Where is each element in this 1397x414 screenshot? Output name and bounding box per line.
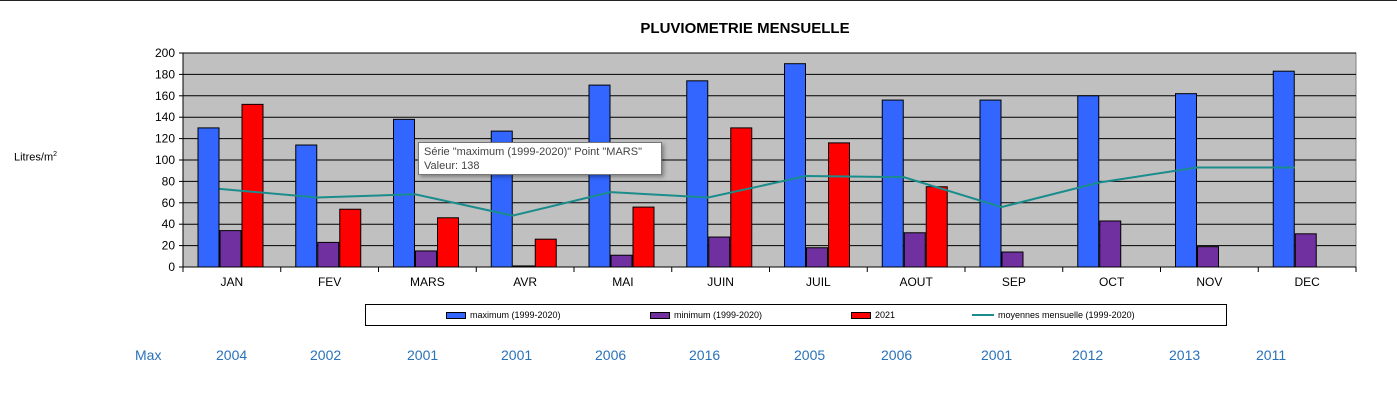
bar-maximum-mars (393, 118, 415, 268)
bar-maximum-jan (197, 127, 220, 268)
legend-swatch-2021 (851, 311, 871, 319)
x-tick-label: JUIL (806, 275, 831, 289)
max-year-sep: 2001 (981, 347, 1013, 363)
bar-minimum-dec (1294, 233, 1317, 268)
max-year-juil: 2005 (794, 347, 826, 363)
bar-minimum-sep (1001, 251, 1024, 268)
bar-minimum-mars (415, 250, 437, 268)
bar-minimum-juil (806, 247, 828, 268)
chart-title: PLUVIOMETRIE MENSUELLE (640, 20, 850, 37)
x-tick-label: AOUT (899, 275, 933, 289)
x-tick-label: OCT (1099, 275, 1125, 289)
legend-label-minimum: minimum (1999-2020) (674, 310, 763, 320)
x-tick-label: NOV (1196, 275, 1222, 289)
x-tick-label: MARS (410, 275, 445, 289)
chart-tooltip: Série "maximum (1999-2020)" Point "MARS"… (418, 142, 662, 175)
bar-minimum-oct (1099, 220, 1122, 268)
legend-label-2021: 2021 (875, 310, 896, 320)
x-tick-label: JAN (221, 275, 244, 289)
top-border-line (0, 0, 1397, 1)
y-tick-label: 60 (162, 196, 176, 210)
legend-label-moyennes: moyennes mensuelle (1999-2020) (998, 310, 1135, 320)
bar-minimum-nov (1197, 246, 1219, 268)
bar-maximum-juin (686, 80, 709, 268)
chart-plot: 0 20 40 60 80 100 120 140 160 180 200 JAN FEV MARS AVR… (155, 46, 1357, 289)
x-tick-label: MAI (612, 275, 633, 289)
bar-maximum-aout (881, 99, 904, 268)
legend-item-2021: 2021 (851, 310, 895, 320)
y-tick-label: 80 (162, 174, 176, 188)
x-tick-label: FEV (318, 275, 341, 289)
bar-maximum-fev (295, 144, 318, 268)
bar-minimum-avr (512, 265, 535, 268)
bar-2021-avr (534, 238, 557, 268)
x-tick-label: SEP (1002, 275, 1026, 289)
y-tick-label: 140 (155, 110, 175, 124)
y-tick-label: 40 (162, 217, 176, 231)
max-year-juin: 2016 (689, 347, 721, 363)
max-year-mai: 2006 (595, 347, 627, 363)
bar-2021-mai (632, 206, 655, 268)
bar-2021-fev (339, 208, 362, 268)
legend-item-maximum: maximum (1999-2020) (446, 310, 561, 320)
bar-2021-juil (828, 142, 850, 268)
chart-legend: maximum (1999-2020) minimum (1999-2020) … (365, 304, 1227, 326)
bar-2021-aout (925, 186, 948, 268)
x-tick-label: JUIN (707, 275, 734, 289)
bar-minimum-aout (903, 232, 926, 268)
bar-minimum-mai (610, 254, 633, 268)
y-tick-label: 120 (155, 132, 175, 146)
legend-swatch-minimum (650, 311, 670, 319)
bar-minimum-fev (317, 241, 340, 268)
bar-minimum-juin (708, 236, 731, 268)
max-year-jan: 2004 (216, 347, 248, 363)
max-year-oct: 2012 (1072, 347, 1104, 363)
x-tick-label: AVR (513, 275, 537, 289)
bar-maximum-dec (1272, 70, 1295, 268)
x-tick-label: DEC (1294, 275, 1320, 289)
bar-maximum-mai (588, 84, 611, 268)
tooltip-line-2: Valeur: 138 (424, 160, 480, 172)
legend-label-maximum: maximum (1999-2020) (470, 310, 561, 320)
bar-2021-juin (730, 127, 753, 268)
max-row-label: Max (135, 347, 162, 363)
y-tick-label: 0 (168, 260, 175, 274)
bar-maximum-nov (1175, 93, 1197, 268)
line-moyennes-mensuelle (219, 166, 1295, 217)
max-year-nov: 2013 (1169, 347, 1201, 363)
bar-minimum-jan (219, 230, 242, 268)
max-year-avr: 2001 (501, 347, 533, 363)
max-year-dec: 2011 (1256, 347, 1287, 363)
y-axis-label-text: Litres/m (14, 151, 54, 164)
max-year-fev: 2002 (310, 347, 342, 363)
y-tick-label: 160 (155, 89, 175, 103)
max-year-mars: 2001 (407, 347, 439, 363)
y-tick-label: 100 (155, 153, 175, 167)
legend-swatch-moyennes (972, 314, 994, 316)
max-year-aout: 2006 (881, 347, 913, 363)
y-tick-label: 180 (155, 67, 175, 81)
bar-maximum-sep (979, 99, 1002, 268)
legend-item-minimum: minimum (1999-2020) (650, 310, 762, 320)
bar-2021-jan (241, 103, 264, 268)
y-axis-label: Litres/m2 (14, 151, 57, 164)
tooltip-line-1: Série "maximum (1999-2020)" Point "MARS" (424, 146, 642, 158)
legend-swatch-maximum (446, 311, 466, 319)
y-axis-label-superscript: 2 (53, 151, 58, 158)
y-tick-label: 200 (155, 46, 175, 60)
y-tick-label: 20 (162, 239, 176, 253)
legend-item-moyennes: moyennes mensuelle (1999-2020) (972, 310, 1135, 320)
bar-2021-mars (437, 217, 459, 268)
bar-maximum-juil (784, 63, 806, 268)
bar-maximum-oct (1077, 95, 1100, 268)
